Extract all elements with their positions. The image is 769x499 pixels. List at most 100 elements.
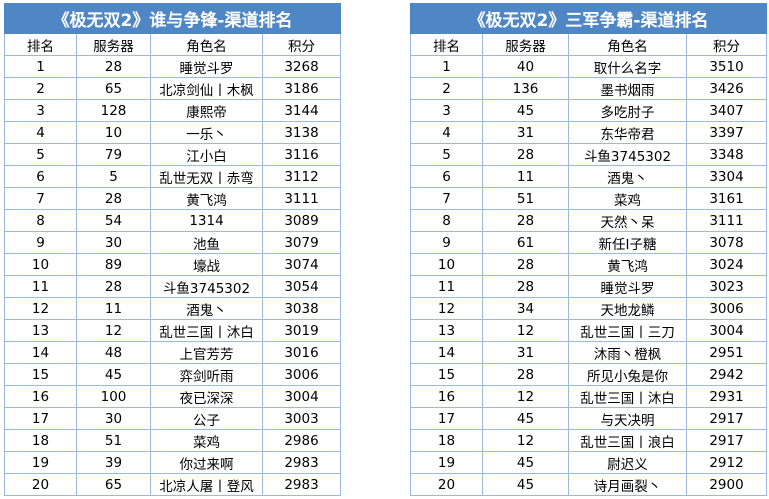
table-row: 8 54 1314 3089 [4, 209, 342, 232]
score-cell: 2942 [685, 363, 768, 386]
score-cell: 3112 [261, 165, 342, 188]
rank-cell: 9 [410, 231, 483, 254]
column-header-score: 积分 [261, 33, 342, 56]
rank-cell: 18 [4, 429, 77, 452]
score-cell: 3407 [685, 99, 768, 122]
score-cell: 3074 [261, 253, 342, 276]
table-row: 1 28 睡觉斗罗 3268 [4, 55, 342, 78]
table-row: 4 10 一乐丶 3138 [4, 121, 342, 144]
score-cell: 3268 [261, 55, 342, 78]
rank-cell: 8 [4, 209, 77, 232]
table-row: 18 51 菜鸡 2986 [4, 429, 342, 452]
character-name-cell: 壕战 [150, 253, 263, 276]
score-cell: 3510 [685, 55, 768, 78]
score-cell: 2931 [685, 385, 768, 408]
table-row: 3 128 康熙帝 3144 [4, 99, 342, 122]
character-name-cell: 天地龙鳞 [568, 297, 687, 320]
rank-cell: 15 [410, 363, 483, 386]
character-name-cell: 1314 [150, 209, 263, 232]
rank-cell: 12 [410, 297, 483, 320]
table-row: 10 89 壕战 3074 [4, 253, 342, 276]
score-cell: 2900 [685, 473, 768, 496]
server-cell: 31 [482, 341, 569, 364]
rank-cell: 8 [410, 209, 483, 232]
score-cell: 3186 [261, 77, 342, 100]
score-cell: 3138 [261, 121, 342, 144]
score-cell: 3144 [261, 99, 342, 122]
character-name-cell: 菜鸡 [568, 187, 687, 210]
table-row: 16 100 夜已深深 3004 [4, 385, 342, 408]
character-name-cell: 公子 [150, 407, 263, 430]
rank-cell: 3 [410, 99, 483, 122]
table-row: 15 28 所见小兔是你 2942 [410, 363, 768, 386]
server-cell: 51 [482, 187, 569, 210]
rank-cell: 11 [410, 275, 483, 298]
rank-cell: 19 [4, 451, 77, 474]
score-cell: 3111 [685, 209, 768, 232]
score-cell: 3004 [261, 385, 342, 408]
server-cell: 89 [76, 253, 151, 276]
rank-cell: 3 [4, 99, 77, 122]
character-name-cell: 乱世三国丨沐白 [568, 385, 687, 408]
server-cell: 12 [482, 385, 569, 408]
character-name-cell: 新任Ⅰ子糖 [568, 231, 687, 254]
table-row: 9 61 新任Ⅰ子糖 3078 [410, 231, 768, 254]
server-cell: 10 [76, 121, 151, 144]
score-cell: 2983 [261, 473, 342, 496]
table-row: 13 12 乱世三国丨沐白 3019 [4, 319, 342, 342]
table-row: 18 12 乱世三国丨浪白 2917 [410, 429, 768, 452]
rank-cell: 10 [4, 253, 77, 276]
character-name-cell: 沐雨丶橙枫 [568, 341, 687, 364]
table-row: 2 136 墨书烟雨 3426 [410, 77, 768, 100]
score-cell: 3016 [261, 341, 342, 364]
title-row: 《极无双2》三军争霸-渠道排名 [409, 3, 768, 34]
score-cell: 3397 [685, 121, 768, 144]
character-name-cell: 多吃肘子 [568, 99, 687, 122]
server-cell: 40 [482, 55, 569, 78]
table-row: 19 45 尉迟义 2912 [410, 451, 768, 474]
server-cell: 28 [76, 187, 151, 210]
table-row: 20 45 诗月画裂丶 2900 [410, 473, 768, 496]
character-name-cell: 斗鱼3745302 [150, 275, 263, 298]
server-cell: 28 [482, 253, 569, 276]
table-row: 3 45 多吃肘子 3407 [410, 99, 768, 122]
server-cell: 54 [76, 209, 151, 232]
server-cell: 45 [482, 473, 569, 496]
character-name-cell: 酒鬼丶 [150, 297, 263, 320]
character-name-cell: 一乐丶 [150, 121, 263, 144]
character-name-cell: 北凉人屠丨登风 [150, 473, 263, 496]
score-cell: 3023 [685, 275, 768, 298]
server-cell: 11 [76, 297, 151, 320]
table-row: 7 28 黄飞鸿 3111 [4, 187, 342, 210]
rank-cell: 7 [410, 187, 483, 210]
server-cell: 28 [76, 55, 151, 78]
score-cell: 3054 [261, 275, 342, 298]
server-cell: 28 [482, 275, 569, 298]
rank-cell: 6 [4, 165, 77, 188]
rank-cell: 1 [410, 55, 483, 78]
table-row: 8 28 天然丶呆 3111 [410, 209, 768, 232]
column-header-rank: 排名 [410, 33, 483, 56]
score-cell: 2917 [685, 429, 768, 452]
table-row: 13 12 乱世三国丨三刀 3004 [410, 319, 768, 342]
server-cell: 100 [76, 385, 151, 408]
table-row: 19 39 你过来啊 2983 [4, 451, 342, 474]
rank-cell: 18 [410, 429, 483, 452]
server-cell: 45 [482, 451, 569, 474]
character-name-cell: 天然丶呆 [568, 209, 687, 232]
character-name-cell: 酒鬼丶 [568, 165, 687, 188]
score-cell: 3111 [261, 187, 342, 210]
server-cell: 45 [76, 363, 151, 386]
column-header-rank: 排名 [4, 33, 77, 56]
character-name-cell: 睡觉斗罗 [568, 275, 687, 298]
table-body: 1 40 取什么名字 3510 2 136 墨书烟雨 3426 3 45 多吃肘子 3407 4 31 东华… [410, 55, 768, 496]
character-name-cell: 江小白 [150, 143, 263, 166]
server-cell: 28 [482, 363, 569, 386]
server-cell: 39 [76, 451, 151, 474]
server-cell: 12 [76, 319, 151, 342]
table-row: 5 79 江小白 3116 [4, 143, 342, 166]
rank-cell: 2 [4, 77, 77, 100]
server-cell: 34 [482, 297, 569, 320]
table-row: 6 11 酒鬼丶 3304 [410, 165, 768, 188]
server-cell: 5 [76, 165, 151, 188]
